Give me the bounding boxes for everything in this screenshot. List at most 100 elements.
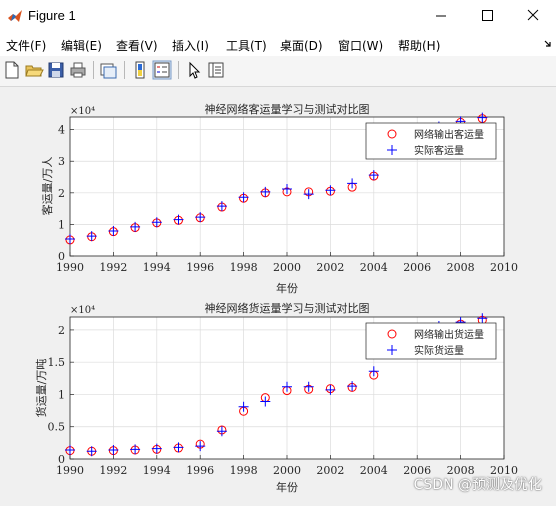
data-point-actual — [477, 313, 488, 324]
window-titlebar: Figure 1 — [0, 0, 556, 32]
property-inspector-icon[interactable] — [206, 60, 226, 80]
data-point-actual — [65, 233, 75, 244]
data-point-actual — [238, 401, 249, 412]
minimize-button[interactable] — [418, 0, 464, 32]
edit-plot-cursor-icon[interactable] — [184, 60, 204, 80]
data-point-actual — [86, 231, 97, 242]
data-point-actual — [282, 381, 292, 392]
legend-marker-plus — [387, 345, 397, 355]
data-point-actual — [282, 184, 292, 195]
minimize-icon — [436, 15, 446, 17]
data-point-actual — [86, 446, 97, 457]
toolbar — [0, 56, 556, 87]
legend-marker-circle — [387, 329, 397, 339]
data-point-actual — [195, 212, 206, 223]
data-point-actual — [151, 217, 162, 228]
x-tick-label: 1996 — [186, 464, 214, 477]
menu-tools[interactable]: 工具(T) — [226, 39, 267, 53]
data-point-actual — [130, 221, 141, 232]
legend[interactable]: 网络输出客运量 实际客运量 — [365, 122, 497, 160]
insert-legend-icon[interactable] — [152, 60, 172, 80]
y-tick-label: 1 — [58, 218, 65, 231]
menu-window[interactable]: 窗口(W) — [338, 39, 384, 53]
data-point-actual — [238, 192, 249, 203]
toolbar-separator — [124, 61, 125, 79]
x-tick-label: 2002 — [316, 261, 344, 274]
data-point-actual — [151, 443, 162, 454]
x-tick-label: 2000 — [273, 261, 301, 274]
y-tick-label: 2 — [58, 324, 65, 337]
legend-marker-circle — [387, 129, 397, 139]
legend-box — [365, 122, 497, 160]
menu-help[interactable]: 帮助(H) — [398, 39, 441, 53]
x-tick-label: 1994 — [143, 261, 171, 274]
matlab-logo-icon — [8, 10, 22, 22]
x-tick-label: 2000 — [273, 464, 301, 477]
data-point-actual — [195, 441, 206, 452]
data-point-actual — [216, 426, 227, 437]
x-tick-label: 2004 — [360, 464, 388, 477]
menu-desktop[interactable]: 桌面(D) — [280, 39, 323, 53]
open-file-icon[interactable] — [24, 60, 44, 80]
y-tick-label: 1 — [58, 388, 65, 401]
toolbar-separator — [178, 61, 179, 79]
menu-dock-arrow-icon[interactable] — [543, 38, 553, 50]
x-tick-label: 2006 — [403, 261, 431, 274]
data-point-actual — [173, 442, 184, 453]
menu-insert[interactable]: 插入(I) — [172, 39, 209, 53]
data-marks — [65, 112, 488, 245]
x-tick-label: 1992 — [99, 464, 127, 477]
new-figure-icon[interactable] — [2, 60, 22, 80]
legend-box — [365, 322, 497, 360]
toolbar-separator — [93, 61, 94, 79]
x-tick-label: 1998 — [230, 464, 258, 477]
data-point-actual — [325, 185, 336, 196]
print-icon[interactable] — [68, 60, 88, 80]
save-icon[interactable] — [46, 60, 66, 80]
y-axis-label: 客运量/万人 — [40, 157, 54, 216]
x-tick-label: 1990 — [56, 464, 84, 477]
chart-title: 神经网络货运量学习与测试对比图 — [205, 301, 370, 315]
watermark-text: CSDN @预测及优化 — [413, 477, 542, 493]
y-tick-label: 0 — [58, 250, 65, 263]
legend-entry-actual: 实际客运量 — [414, 144, 464, 157]
data-point-actual — [130, 444, 141, 455]
data-point-actual — [108, 226, 119, 237]
legend-entry-output: 网络输出货运量 — [414, 328, 484, 341]
x-tick-label: 1996 — [186, 261, 214, 274]
y-tick-label: 3 — [58, 155, 65, 168]
passenger-axes[interactable]: 1990 1992 1994 1996 1998 2000 2002 2004 2006 2008… — [40, 102, 518, 295]
menu-bar: 文件(F) 编辑(E) 查看(V) 插入(I) 工具(T) 桌面(D) 窗口(W… — [0, 32, 556, 56]
y-tick-label: 0.5 — [48, 421, 66, 434]
insert-colorbar-icon[interactable] — [130, 60, 150, 80]
maximize-icon — [482, 10, 493, 21]
data-point-actual — [108, 444, 119, 455]
figure-canvas: 1990 1992 1994 1996 1998 2000 2002 2004 2006 2008… — [0, 87, 556, 502]
y-tick-label: 0 — [58, 453, 65, 466]
x-tick-label: 2008 — [447, 261, 475, 274]
maximize-button[interactable] — [464, 0, 510, 32]
y-tick-label: 2 — [58, 187, 65, 200]
close-icon — [527, 9, 539, 21]
x-tick-label: 2002 — [316, 464, 344, 477]
menu-file[interactable]: 文件(F) — [6, 39, 47, 53]
data-point-actual — [368, 170, 379, 181]
data-point-actual — [477, 112, 488, 123]
x-tick-label: 1998 — [230, 261, 258, 274]
y-axis-label: 货运量/万吨 — [34, 359, 48, 418]
close-button[interactable] — [510, 0, 556, 32]
data-point-actual — [325, 384, 336, 395]
x-tick-label: 2006 — [403, 464, 431, 477]
legend-entry-actual: 实际货运量 — [414, 344, 464, 357]
menu-view[interactable]: 查看(V) — [116, 39, 158, 53]
data-point-actual — [65, 444, 75, 455]
menu-edit[interactable]: 编辑(E) — [61, 39, 102, 53]
axis-exponent: ×10⁴ — [70, 305, 95, 316]
data-point-actual — [347, 381, 358, 392]
freight-axes[interactable]: 1990 1992 1994 1996 1998 2000 2002 2004 2006 2008… — [34, 301, 518, 494]
data-point-actual — [260, 186, 271, 197]
x-tick-label: 2008 — [447, 464, 475, 477]
x-axis-label: 年份 — [276, 480, 298, 494]
legend[interactable]: 网络输出货运量 实际货运量 — [365, 322, 497, 360]
link-plot-icon[interactable] — [98, 60, 118, 80]
